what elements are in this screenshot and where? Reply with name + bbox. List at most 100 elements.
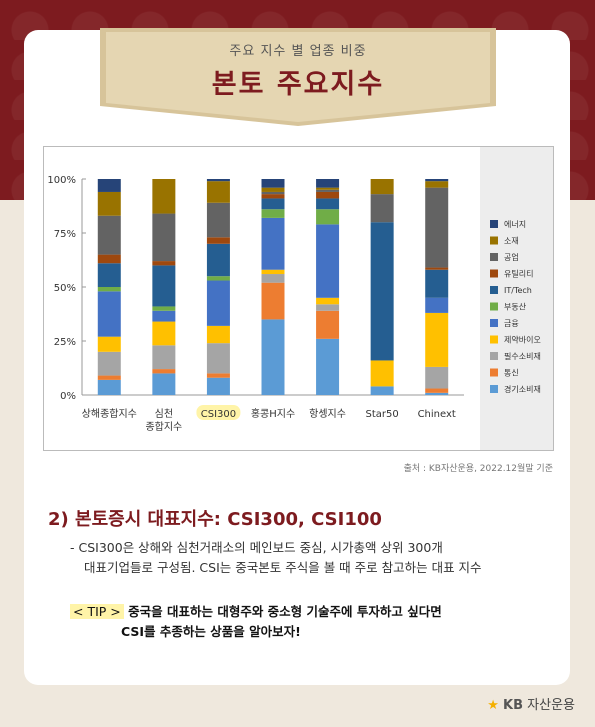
bar-segment bbox=[316, 304, 340, 311]
legend-label: 제약바이오 bbox=[504, 335, 541, 345]
bar-segment bbox=[261, 194, 285, 199]
bar-segment bbox=[97, 336, 121, 352]
x-tick-label: 홍콩H지수 bbox=[251, 407, 295, 420]
legend-swatch bbox=[490, 335, 498, 344]
bar-segment bbox=[261, 217, 285, 270]
bar-segment bbox=[152, 345, 176, 370]
bar-segment bbox=[97, 375, 121, 380]
bar-segment bbox=[152, 310, 176, 322]
bar-segment bbox=[206, 280, 230, 326]
bar-segment bbox=[261, 319, 285, 395]
bar-segment bbox=[370, 194, 394, 223]
legend-label: 금융 bbox=[504, 319, 519, 328]
description-line-2: 대표기업들로 구성됨. CSI는 중국본토 주식을 볼 때 주로 참고하는 대표… bbox=[84, 560, 482, 575]
x-tick-label: 종합지수 bbox=[145, 421, 182, 433]
bar-segment bbox=[261, 209, 285, 218]
bar-segment bbox=[316, 191, 340, 199]
legend-panel bbox=[480, 147, 553, 450]
bar-segment bbox=[425, 366, 449, 389]
bar-segment bbox=[206, 276, 230, 281]
legend-swatch bbox=[490, 236, 498, 245]
section-heading: 2) 본토증시 대표지수: CSI300, CSI100 bbox=[48, 509, 382, 530]
description-line-1: - CSI300은 상해와 심천거래소의 메인보드 중심, 시가총액 상위 30… bbox=[70, 540, 443, 555]
bar-segment bbox=[152, 321, 176, 346]
bar-segment bbox=[316, 187, 340, 190]
x-tick-label: 심천 bbox=[155, 408, 173, 420]
legend-swatch bbox=[490, 302, 498, 311]
x-tick-label: Chinext bbox=[418, 409, 456, 420]
bar-segment bbox=[97, 263, 121, 287]
chart-panel: 0% 25% 50% 75% 100% 상해종합지수 심천 종합지수 CSI300 홍콩H지수 항셍… bbox=[43, 146, 554, 451]
bar-segment bbox=[206, 343, 230, 374]
bar-segment bbox=[97, 215, 121, 255]
x-tick-label: Star50 bbox=[366, 409, 399, 420]
tip-badge: < TIP > bbox=[70, 604, 124, 619]
bar-segment bbox=[206, 179, 230, 182]
y-tick-label: 50% bbox=[54, 283, 76, 294]
bar-segment bbox=[316, 179, 340, 188]
legend-swatch bbox=[490, 253, 498, 261]
bar-segment bbox=[206, 202, 230, 238]
bar-segment bbox=[370, 386, 394, 395]
legend-swatch bbox=[490, 385, 498, 393]
tip-box: < TIP > 중국을 대표하는 대형주와 중소형 기술주에 투자하고 싶다면 … bbox=[70, 602, 530, 642]
bar-segment bbox=[97, 179, 121, 192]
bar-segment bbox=[97, 191, 121, 216]
bar-segment bbox=[152, 306, 176, 311]
bar-segment bbox=[152, 265, 176, 307]
bar-segment bbox=[97, 379, 121, 395]
bar-segment bbox=[425, 269, 449, 298]
x-tick-label: CSI300 bbox=[201, 409, 236, 420]
legend-label: 소재 bbox=[504, 237, 519, 246]
legend-swatch bbox=[490, 269, 498, 278]
y-tick-label: 25% bbox=[54, 337, 76, 348]
bar-segment bbox=[370, 222, 394, 361]
bar-segment bbox=[261, 282, 285, 320]
kb-star-icon: ★ bbox=[487, 698, 499, 713]
bar-segment bbox=[97, 351, 121, 376]
bar-segment bbox=[152, 369, 176, 374]
legend-label: IT/Tech bbox=[504, 286, 532, 295]
banner-shape bbox=[100, 28, 496, 126]
bar-segment bbox=[425, 392, 449, 395]
bar-segment bbox=[206, 373, 230, 378]
bar-segment bbox=[425, 297, 449, 313]
bar-segment bbox=[152, 261, 176, 266]
legend-swatch bbox=[490, 368, 498, 377]
bar-segment bbox=[206, 237, 230, 244]
bar-segment bbox=[261, 269, 285, 275]
bar-segment bbox=[316, 209, 340, 225]
y-tick-label: 0% bbox=[60, 391, 76, 402]
banner-title: 본토 주요지수 bbox=[211, 69, 385, 100]
bar-segment bbox=[316, 297, 340, 305]
legend-swatch bbox=[490, 286, 498, 294]
highlight-marker bbox=[196, 405, 241, 420]
bar-segment bbox=[206, 181, 230, 203]
bar-segment bbox=[425, 179, 449, 182]
x-tick-label: 항셍지수 bbox=[309, 408, 346, 420]
legend-label: 에너지 bbox=[504, 219, 526, 229]
y-tick-label: 75% bbox=[54, 229, 76, 240]
legend-swatch bbox=[490, 319, 498, 327]
source-note: 출처 : KB자산운용, 2022.12월말 기준 bbox=[403, 464, 553, 474]
bar-segment bbox=[206, 243, 230, 277]
bar-segment bbox=[316, 338, 340, 395]
tip-line-2: CSI를 추종하는 상품을 알아보자! bbox=[121, 624, 301, 639]
legend-swatch bbox=[490, 352, 498, 360]
bar-segment bbox=[97, 287, 121, 292]
bar-segment bbox=[152, 373, 176, 395]
legend-swatch bbox=[490, 220, 498, 228]
bar-segment bbox=[261, 274, 285, 283]
bar-segment bbox=[425, 312, 449, 367]
title-banner: 주요 지수 별 업종 비중 본토 주요지수 bbox=[100, 28, 496, 126]
legend-label: 필수소비재 bbox=[504, 351, 541, 361]
bar-segment bbox=[316, 198, 340, 210]
legend-label: 유틸리티 bbox=[504, 269, 533, 279]
bar-segment bbox=[152, 179, 176, 214]
bar-segment bbox=[206, 325, 230, 344]
bar-segment bbox=[425, 187, 449, 268]
logo-kb: KB bbox=[503, 698, 524, 713]
x-tick-label: 상해종합지수 bbox=[82, 407, 137, 420]
bar-segment bbox=[261, 198, 285, 210]
